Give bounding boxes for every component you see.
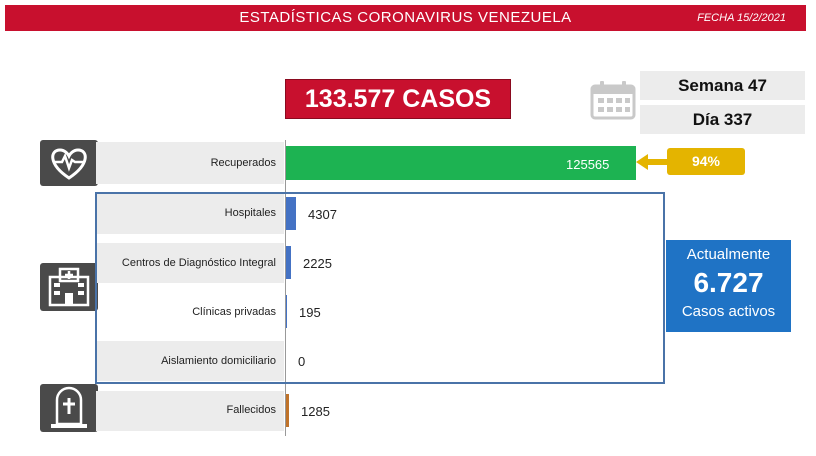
bar-hospitales <box>286 197 296 230</box>
row-bg-hospitales <box>96 194 284 234</box>
row-bg-fallecidos <box>96 391 284 431</box>
bar-fallecidos <box>286 394 289 427</box>
tombstone-icon <box>51 386 87 428</box>
value-recuperados: 125565 <box>566 157 610 172</box>
recovered-percent-badge: 94% <box>667 148 745 175</box>
active-line1: Actualmente <box>686 246 771 263</box>
recovered-icon-box <box>40 140 98 186</box>
active-value: 6.727 <box>693 267 764 298</box>
active-cases-frame <box>95 192 665 384</box>
label-cdi: Centros de Diagnóstico Integral <box>121 257 276 269</box>
row-bg-aislamiento <box>96 341 284 381</box>
value-cdi: 2225 <box>303 256 332 271</box>
row-bg-cdi <box>96 243 284 283</box>
label-hospitales: Hospitales <box>224 207 276 219</box>
active-cases-box: Actualmente 6.727 Casos activos <box>666 240 791 332</box>
value-clinicas: 195 <box>299 305 321 320</box>
label-fallecidos: Fallecidos <box>226 404 276 416</box>
deceased-icon-box <box>40 384 98 432</box>
label-clinicas: Clínicas privadas <box>192 306 276 318</box>
active-line2: Casos activos <box>681 303 776 320</box>
header-title: ESTADÍSTICAS CORONAVIRUS VENEZUELA <box>239 9 572 26</box>
hospital-icon <box>48 267 90 307</box>
bar-recuperados <box>286 146 636 180</box>
hospital-icon-box <box>40 263 98 311</box>
value-hospitales: 4307 <box>308 207 337 222</box>
calendar-icon <box>590 80 636 120</box>
value-aislamiento: 0 <box>298 354 306 369</box>
chart-axis <box>285 140 286 436</box>
heart-pulse-icon <box>51 148 87 180</box>
day-box: Día 337 <box>640 105 805 134</box>
week-box: Semana 47 <box>640 71 805 100</box>
label-recuperados: Recuperados <box>210 157 276 169</box>
bar-clinicas <box>286 295 287 328</box>
row-bg-recuperados <box>96 142 284 184</box>
header-date: FECHA 15/2/2021 <box>697 12 786 24</box>
value-fallecidos: 1285 <box>301 404 330 419</box>
label-aislamiento: Aislamiento domiciliario <box>161 355 276 367</box>
total-cases-box: 133.577 CASOS <box>285 79 511 119</box>
arrow-left-icon <box>636 154 670 170</box>
header-bar: ESTADÍSTICAS CORONAVIRUS VENEZUELA FECHA… <box>5 5 806 31</box>
bar-cdi <box>286 246 291 279</box>
